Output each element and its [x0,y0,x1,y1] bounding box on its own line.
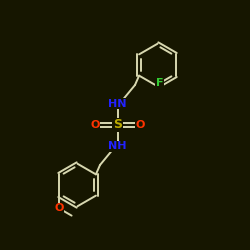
Text: S: S [113,118,122,132]
Text: NH: NH [108,141,127,151]
Text: O: O [54,203,64,213]
Text: HN: HN [108,99,127,109]
Text: O: O [135,120,145,130]
Text: O: O [90,120,100,130]
Text: F: F [156,78,163,88]
